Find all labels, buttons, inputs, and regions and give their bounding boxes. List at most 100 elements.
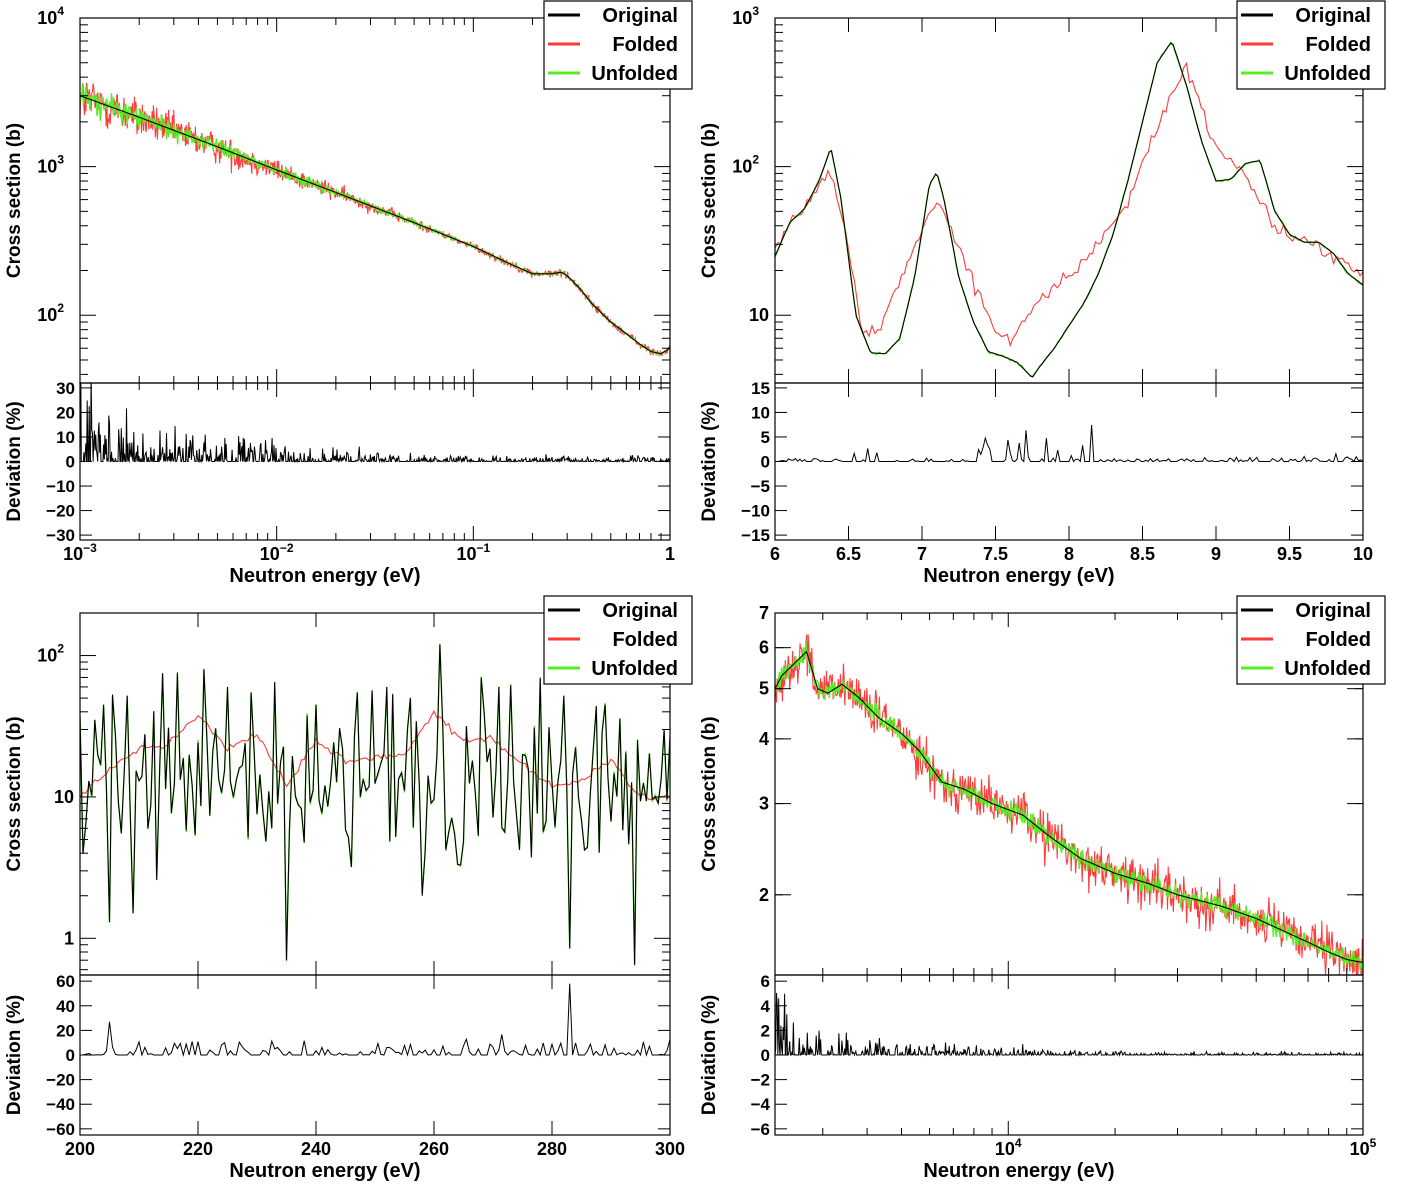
series-group <box>775 41 1363 378</box>
y-tick-label: 0 <box>66 453 75 472</box>
x-tick-label: 7 <box>917 544 927 564</box>
series-deviation <box>775 992 1363 1057</box>
y-tick-label: −30 <box>46 526 75 545</box>
y-tick-exponent: 2 <box>57 642 64 656</box>
y-tick-exponent: 2 <box>57 301 64 315</box>
x-tick-label: 260 <box>419 1139 449 1159</box>
y-tick-label: 0 <box>761 1046 770 1065</box>
series-original <box>80 644 670 965</box>
legend-label: Folded <box>1305 34 1371 56</box>
y-tick-label: 5 <box>761 428 770 447</box>
legend-label: Folded <box>612 629 678 651</box>
y-tick-label: 20 <box>56 1021 75 1040</box>
x-tick-label: 200 <box>65 1139 95 1159</box>
legend-label: Original <box>602 5 678 27</box>
legend-label: Unfolded <box>591 658 678 680</box>
series-unfolded <box>80 643 670 966</box>
x-axis-label: Neutron energy (eV) <box>229 1160 420 1182</box>
x-tick-exponent: 4 <box>1015 1136 1022 1150</box>
series-folded <box>80 709 670 801</box>
y-tick-label: −20 <box>46 1071 75 1090</box>
y-axis-label-top: Cross section (b) <box>4 123 25 278</box>
y-tick-label: 10 <box>751 403 770 422</box>
series-original <box>775 650 1363 964</box>
y-axis-label-top: Cross section (b) <box>699 123 720 278</box>
y-tick-exponent: 3 <box>752 4 759 18</box>
deviation-group <box>80 983 670 1057</box>
legend-label: Unfolded <box>591 63 678 85</box>
series-group <box>80 643 670 966</box>
y-tick-exponent: 3 <box>57 153 64 167</box>
x-tick-label: 220 <box>183 1139 213 1159</box>
series-unfolded <box>80 83 670 356</box>
y-tick-label: −5 <box>751 477 770 496</box>
y-tick-label: 6 <box>759 638 769 658</box>
series-folded <box>775 61 1363 348</box>
x-axis-label: Neutron energy (eV) <box>923 565 1114 587</box>
y-tick-label: 2 <box>761 1021 770 1040</box>
legend: Original Folded Unfolded <box>543 595 693 685</box>
y-tick-label: −10 <box>741 502 770 521</box>
y-tick-label: 7 <box>759 603 769 623</box>
y-tick-label: −10 <box>46 477 75 496</box>
deviation-group <box>775 424 1363 463</box>
y-axis-label-bottom: Deviation (%) <box>4 995 25 1115</box>
series-deviation <box>775 424 1363 463</box>
y-tick-label: −4 <box>751 1095 771 1114</box>
y-tick-exponent: 4 <box>57 4 64 18</box>
x-tick-label: 240 <box>301 1139 331 1159</box>
deviation-group <box>775 992 1363 1057</box>
y-tick-label: 10 <box>56 428 75 447</box>
series-group <box>80 82 670 357</box>
y-axis-label-bottom: Deviation (%) <box>699 995 720 1115</box>
x-tick-label: 9 <box>1211 544 1221 564</box>
x-tick-label: 104 <box>995 1136 1022 1159</box>
x-tick-label: 8 <box>1064 544 1074 564</box>
y-tick-label: 4 <box>761 997 771 1016</box>
deviation-group <box>80 383 670 464</box>
x-tick-label: 1 <box>665 544 675 564</box>
legend: Original Folded Unfolded <box>1236 595 1386 685</box>
y-axis-label-bottom: Deviation (%) <box>699 401 720 521</box>
legend-label: Unfolded <box>1284 658 1371 680</box>
y-axis-label-top: Cross section (b) <box>4 716 25 871</box>
series-deviation <box>80 983 670 1057</box>
x-tick-exponent: −2 <box>280 541 294 555</box>
x-tick-label: 10−1 <box>456 541 490 564</box>
y-tick-label: 4 <box>759 729 769 749</box>
y-tick-label: −15 <box>741 526 770 545</box>
chart-panel-2: 6 6.5 7 7.5 8 8.5 9 9.5 10 10 102 103 15 10 5 0 −5 −10 −15… <box>699 0 1386 587</box>
y-tick-label: −6 <box>751 1120 770 1139</box>
legend: Original Folded Unfolded <box>543 0 693 90</box>
y-tick-label: 6 <box>761 972 770 991</box>
legend: Original Folded Unfolded <box>1236 0 1386 90</box>
x-tick-label: 10−2 <box>260 541 294 564</box>
y-tick-label: 20 <box>56 403 75 422</box>
y-tick-label: −60 <box>46 1120 75 1139</box>
x-tick-label: 10 <box>1353 544 1373 564</box>
y-tick-label: 103 <box>37 153 64 177</box>
series-folded <box>775 634 1363 975</box>
y-tick-label: 2 <box>759 885 769 905</box>
y-tick-label: 0 <box>761 453 770 472</box>
legend-label: Original <box>1295 5 1371 27</box>
series-original <box>80 95 670 355</box>
chart-panel-3: 200 220 240 260 280 3001101026040200−20−40−60… <box>4 595 693 1182</box>
y-tick-label: −20 <box>46 502 75 521</box>
x-tick-label: 6.5 <box>836 544 861 564</box>
x-tick-label: 300 <box>655 1139 685 1159</box>
y-tick-label: 3 <box>759 794 769 814</box>
legend-label: Unfolded <box>1284 63 1371 85</box>
y-tick-label: 60 <box>56 972 75 991</box>
x-tick-exponent: 5 <box>1370 1136 1377 1150</box>
x-tick-exponent: −1 <box>477 541 491 555</box>
series-group <box>775 634 1363 975</box>
series-original <box>775 41 1363 378</box>
x-tick-label: 7.5 <box>983 544 1008 564</box>
y-tick-label: −2 <box>751 1071 770 1090</box>
y-tick-label: 10 <box>749 305 769 325</box>
x-tick-exponent: −3 <box>83 541 97 555</box>
y-axis-label-top: Cross section (b) <box>699 716 720 871</box>
legend-label: Folded <box>1305 629 1371 651</box>
